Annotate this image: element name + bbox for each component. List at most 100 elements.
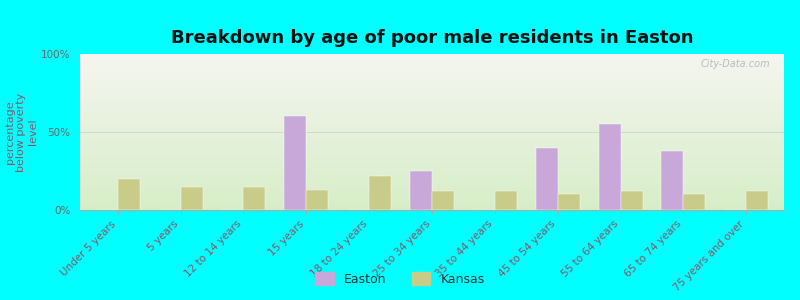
Bar bbox=[80, 118, 784, 119]
Bar bbox=[598, 124, 621, 210]
Bar bbox=[80, 123, 784, 124]
Bar bbox=[80, 67, 784, 68]
Bar bbox=[80, 202, 784, 204]
Bar bbox=[80, 197, 784, 199]
Bar bbox=[80, 79, 784, 80]
Bar bbox=[80, 138, 784, 140]
Bar bbox=[80, 145, 784, 146]
Bar bbox=[80, 155, 784, 157]
Bar bbox=[80, 172, 784, 174]
Bar bbox=[80, 68, 784, 70]
Bar bbox=[80, 88, 784, 90]
Bar bbox=[80, 176, 784, 177]
Bar bbox=[80, 169, 784, 171]
Bar bbox=[80, 148, 784, 149]
Bar bbox=[306, 190, 328, 210]
Bar bbox=[243, 187, 266, 210]
Bar bbox=[621, 191, 642, 210]
Bar bbox=[80, 168, 784, 170]
Bar bbox=[80, 116, 784, 118]
Bar bbox=[80, 182, 784, 184]
Bar bbox=[536, 148, 558, 210]
Bar bbox=[80, 90, 784, 92]
Bar bbox=[80, 76, 784, 77]
Bar bbox=[80, 107, 784, 109]
Bar bbox=[80, 132, 784, 134]
Bar bbox=[80, 87, 784, 88]
Bar bbox=[432, 191, 454, 210]
Bar bbox=[80, 205, 784, 207]
Bar bbox=[80, 193, 784, 194]
Bar bbox=[80, 80, 784, 82]
Bar bbox=[80, 119, 784, 121]
Bar bbox=[80, 154, 784, 155]
Bar bbox=[80, 143, 784, 145]
Bar bbox=[80, 194, 784, 196]
Bar bbox=[80, 106, 784, 107]
Bar bbox=[80, 74, 784, 76]
Bar bbox=[80, 112, 784, 113]
Bar bbox=[80, 137, 784, 138]
Text: City-Data.com: City-Data.com bbox=[700, 59, 770, 69]
Bar bbox=[80, 129, 784, 130]
Bar bbox=[80, 94, 784, 96]
Bar bbox=[80, 208, 784, 210]
Bar bbox=[683, 194, 706, 210]
Bar bbox=[80, 110, 784, 112]
Bar bbox=[284, 116, 306, 210]
Bar bbox=[80, 93, 784, 94]
Bar bbox=[80, 73, 784, 74]
Bar bbox=[80, 115, 784, 116]
Bar bbox=[80, 65, 784, 67]
Bar bbox=[80, 82, 784, 84]
Bar bbox=[80, 158, 784, 160]
Bar bbox=[80, 121, 784, 123]
Legend: Easton, Kansas: Easton, Kansas bbox=[310, 267, 490, 291]
Bar bbox=[80, 85, 784, 87]
Bar bbox=[80, 135, 784, 137]
Bar bbox=[80, 185, 784, 187]
Bar bbox=[80, 101, 784, 102]
Bar bbox=[80, 190, 784, 191]
Bar bbox=[80, 199, 784, 201]
Bar bbox=[369, 176, 391, 210]
Bar bbox=[80, 180, 784, 182]
Bar bbox=[80, 151, 784, 152]
Bar bbox=[410, 171, 432, 210]
Bar bbox=[80, 126, 784, 127]
Bar bbox=[80, 71, 784, 73]
Bar bbox=[80, 60, 784, 62]
Bar bbox=[80, 141, 784, 143]
Bar bbox=[80, 104, 784, 106]
Bar bbox=[80, 59, 784, 60]
Bar bbox=[746, 191, 768, 210]
Bar bbox=[80, 191, 784, 193]
Bar bbox=[80, 179, 784, 180]
Bar bbox=[80, 98, 784, 99]
Title: Breakdown by age of poor male residents in Easton: Breakdown by age of poor male residents … bbox=[170, 29, 694, 47]
Bar bbox=[80, 207, 784, 208]
Bar bbox=[80, 77, 784, 79]
Bar bbox=[80, 204, 784, 205]
Bar bbox=[80, 109, 784, 110]
Bar bbox=[80, 184, 784, 185]
Bar bbox=[80, 149, 784, 151]
Bar bbox=[80, 140, 784, 141]
Bar bbox=[80, 56, 784, 57]
Bar bbox=[80, 152, 784, 154]
Bar bbox=[80, 57, 784, 59]
Bar bbox=[80, 124, 784, 126]
Bar bbox=[80, 99, 784, 101]
Bar bbox=[80, 134, 784, 135]
Bar bbox=[80, 157, 784, 158]
Bar bbox=[80, 187, 784, 188]
Bar bbox=[558, 194, 580, 210]
Bar bbox=[80, 96, 784, 98]
Bar bbox=[80, 130, 784, 132]
Bar bbox=[80, 177, 784, 179]
Bar bbox=[80, 174, 784, 176]
Bar bbox=[80, 160, 784, 162]
Bar bbox=[118, 179, 140, 210]
Y-axis label: percentage
below poverty
level: percentage below poverty level bbox=[5, 92, 38, 172]
Bar bbox=[662, 151, 683, 210]
